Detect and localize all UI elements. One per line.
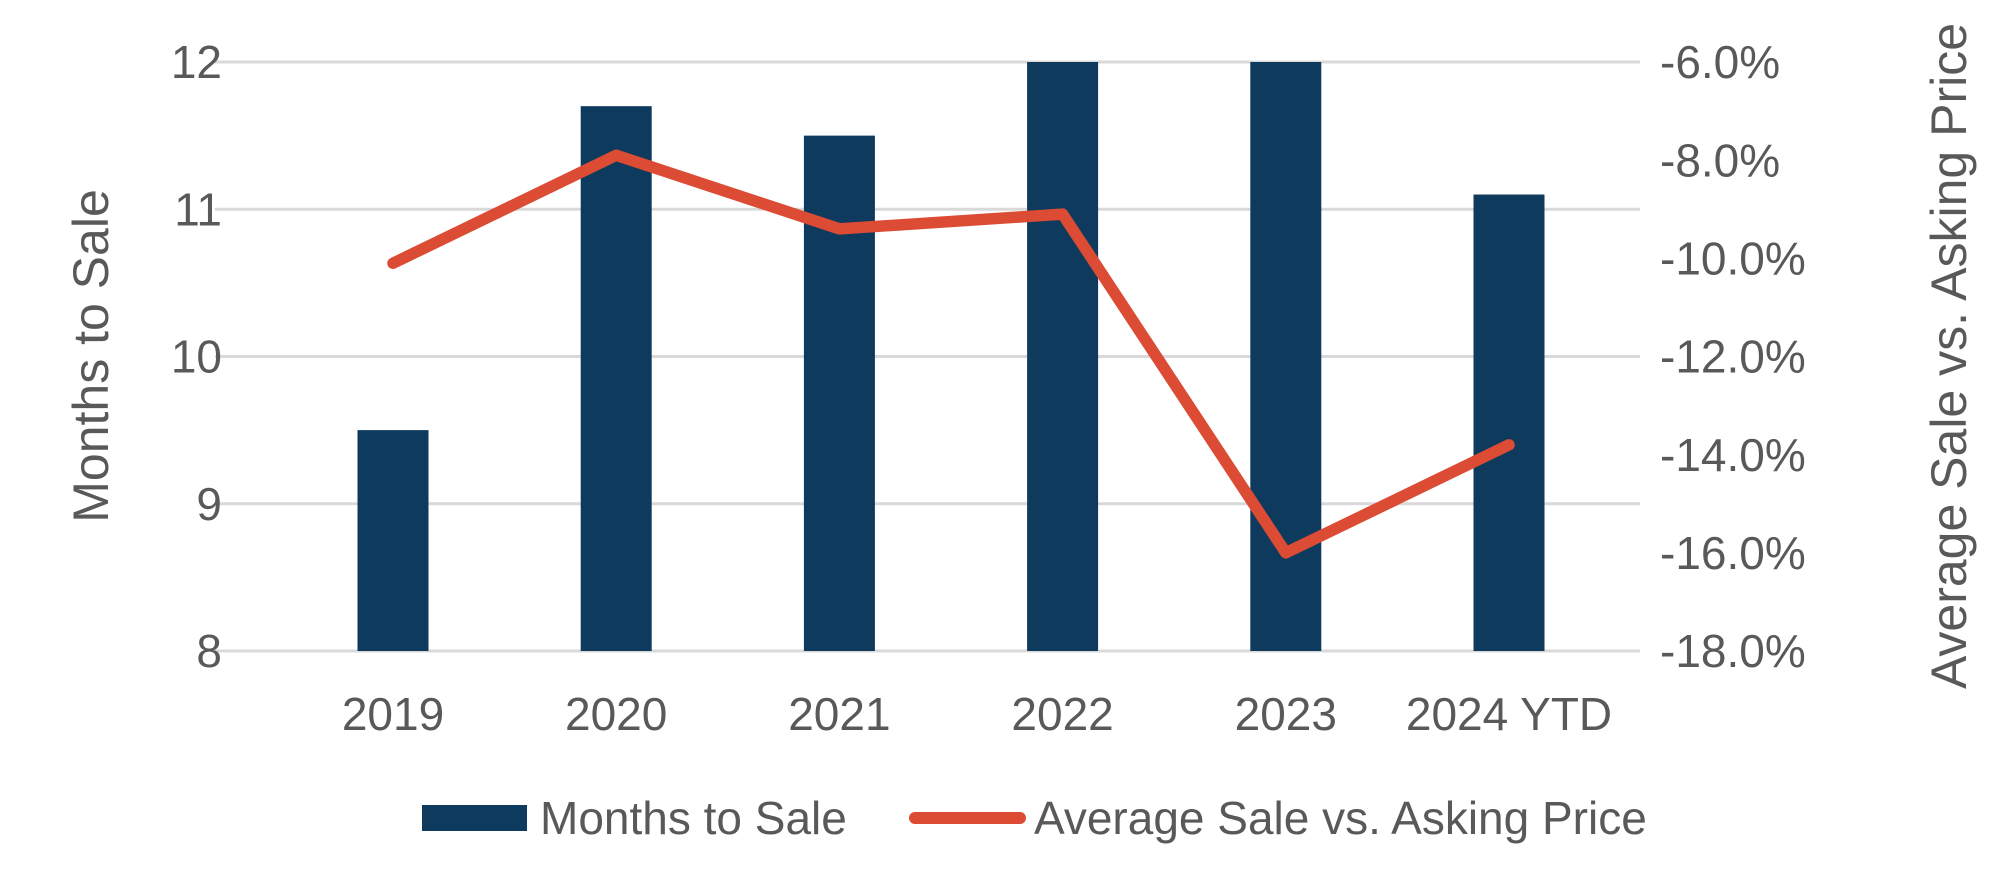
right-axis-tick-label: -16.0% xyxy=(1660,527,1806,579)
left-axis-tick-labels: 12 11 10 9 8 xyxy=(171,36,222,677)
bar xyxy=(1027,62,1099,651)
bar xyxy=(1250,62,1322,651)
left-axis-tick-label: 12 xyxy=(171,36,222,88)
left-axis-tick-label: 11 xyxy=(174,183,222,235)
right-axis-tick-label: -8.0% xyxy=(1660,134,1780,186)
right-axis-tick-label: -14.0% xyxy=(1660,429,1806,481)
left-axis-tick-label: 9 xyxy=(196,478,222,530)
right-axis-tick-label: -10.0% xyxy=(1660,232,1806,284)
bar xyxy=(803,135,875,651)
x-axis-label: 2022 xyxy=(1011,688,1113,740)
legend-label-avg-sale-vs-asking: Average Sale vs. Asking Price xyxy=(1034,792,1647,844)
right-axis-tick-label: -18.0% xyxy=(1660,625,1806,677)
legend: Months to Sale Average Sale vs. Asking P… xyxy=(422,792,1647,844)
trend-polyline xyxy=(387,149,1515,559)
x-axis-category-labels: 2019 2020 2021 2022 2023 2024 YTD xyxy=(342,688,1612,740)
right-axis-tick-label: -6.0% xyxy=(1660,36,1780,88)
right-axis-tick-label: -12.0% xyxy=(1660,331,1806,383)
bar xyxy=(580,106,652,652)
left-axis-tick-label: 10 xyxy=(171,331,222,383)
x-axis-label: 2019 xyxy=(342,688,444,740)
left-axis-title: Months to Sale xyxy=(63,189,119,523)
left-axis-tick-label: 8 xyxy=(196,625,222,677)
bar xyxy=(1473,194,1545,651)
line-series-avg-sale-vs-asking xyxy=(387,149,1515,559)
x-axis-label: 2023 xyxy=(1235,688,1337,740)
right-axis-title: Average Sale vs. Asking Price xyxy=(1921,23,1977,689)
right-axis-tick-labels: -6.0% -8.0% -10.0% -12.0% -14.0% -16.0% -18.0% xyxy=(1660,36,1806,677)
legend-label-months-to-sale: Months to Sale xyxy=(540,792,847,844)
x-axis-label: 2024 YTD xyxy=(1406,688,1612,740)
legend-swatch-months-to-sale xyxy=(422,805,527,831)
bar xyxy=(357,430,429,651)
x-axis-label: 2020 xyxy=(565,688,667,740)
gridlines xyxy=(215,60,1640,653)
x-axis-label: 2021 xyxy=(788,688,890,740)
